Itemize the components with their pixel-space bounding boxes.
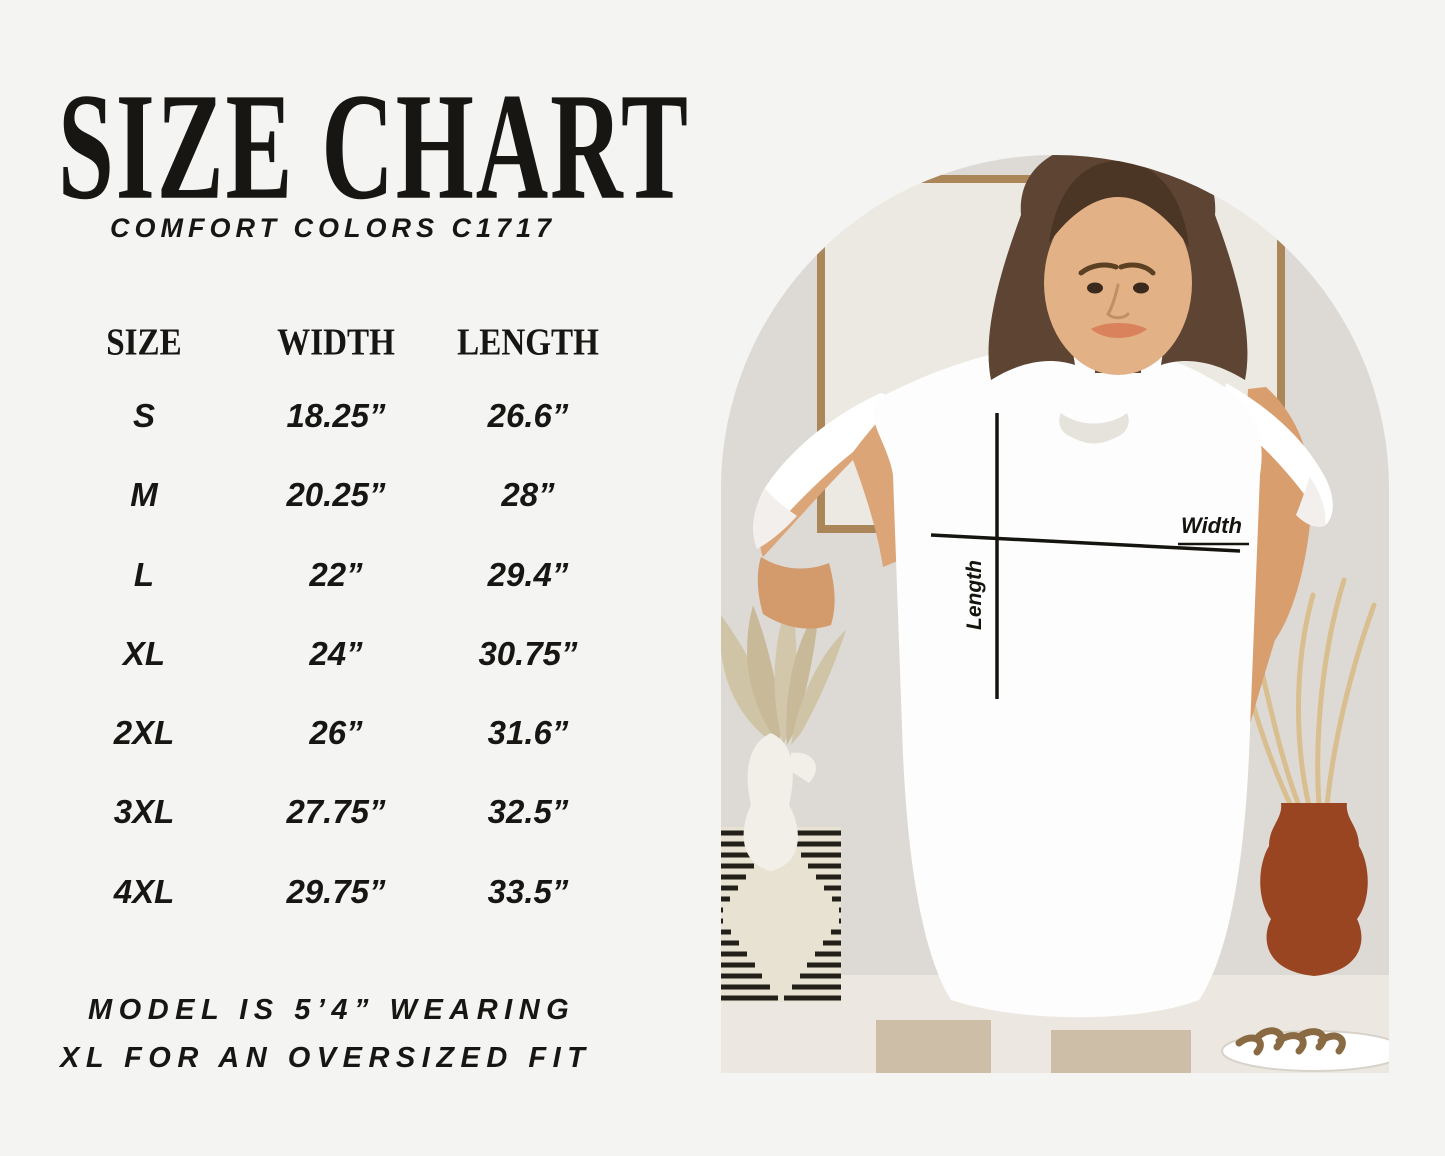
svg-text:Length: Length bbox=[963, 560, 986, 630]
svg-text:Width: Width bbox=[1181, 513, 1242, 538]
